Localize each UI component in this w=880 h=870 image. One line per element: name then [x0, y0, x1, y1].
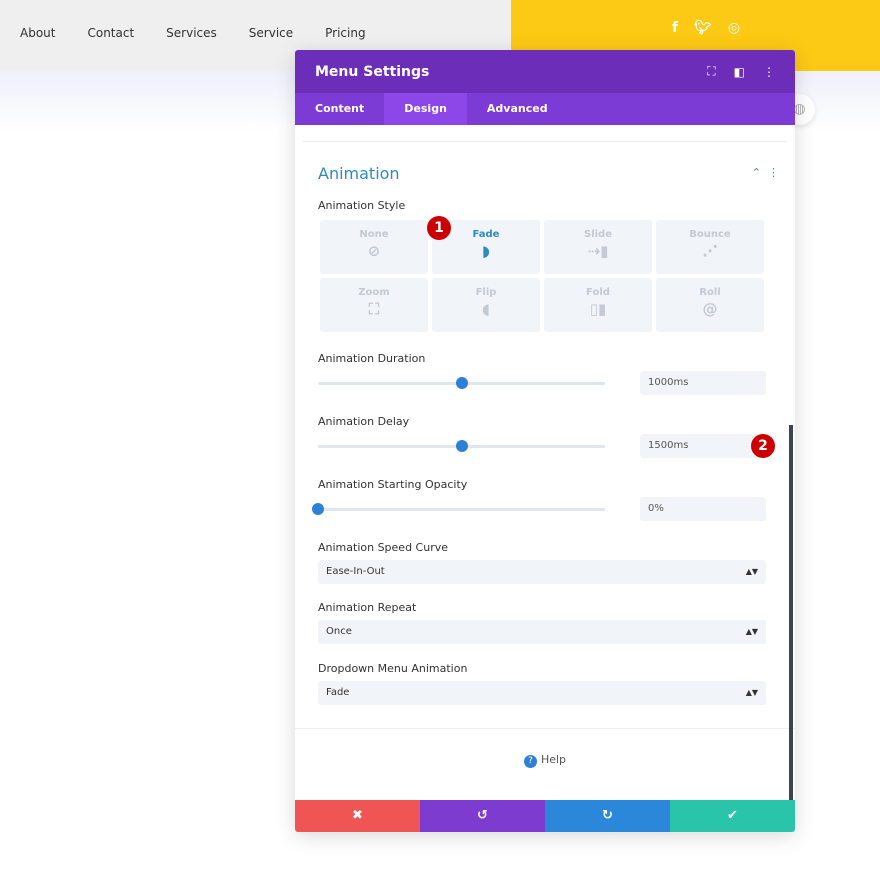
twitter-icon[interactable]: 🐦︎: [694, 20, 712, 36]
divider: [295, 728, 795, 729]
style-label: Zoom: [358, 287, 390, 298]
style-label: Bounce: [689, 229, 731, 240]
select-arrows-icon: ▲▼: [745, 567, 758, 576]
select-arrows-icon: ▲▼: [745, 688, 758, 697]
style-slide[interactable]: Slide ⇢▮: [544, 220, 652, 274]
nav-item-service[interactable]: Service: [248, 26, 294, 40]
nav-item-pricing[interactable]: Pricing: [325, 26, 366, 40]
duration-slider[interactable]: [318, 377, 605, 389]
save-button[interactable]: ✔: [670, 800, 795, 832]
roll-icon: @: [702, 300, 718, 318]
main-nav: About Contact Services Service Pricing: [20, 26, 398, 40]
style-label: None: [359, 229, 389, 240]
style-fade[interactable]: Fade ◗: [432, 220, 540, 274]
section-more-icon[interactable]: ⋮: [768, 166, 779, 179]
dropdown-animation-label: Dropdown Menu Animation: [318, 662, 468, 675]
annotation-badge-2: 2: [751, 434, 775, 458]
fold-icon: ▯▮: [589, 300, 607, 318]
curve-select[interactable]: Ease-In-Out ▲▼: [318, 560, 766, 584]
redo-button[interactable]: ↻: [545, 800, 670, 832]
more-options-icon[interactable]: ⋮: [763, 64, 775, 79]
slider-handle[interactable]: [312, 503, 324, 515]
no-icon: ⊘: [367, 242, 381, 260]
style-label: Fold: [586, 287, 610, 298]
style-fold[interactable]: Fold ▯▮: [544, 278, 652, 332]
curve-label: Animation Speed Curve: [318, 541, 449, 554]
tab-advanced[interactable]: Advanced: [486, 102, 548, 115]
opacity-input[interactable]: 0%: [640, 497, 766, 521]
panel-header: Menu Settings ⛶ ◧ ⋮: [295, 50, 795, 93]
duration-input[interactable]: 1000ms: [640, 371, 766, 395]
site-header: About Contact Services Service Pricing: [0, 0, 511, 71]
section-title[interactable]: Animation: [318, 164, 400, 183]
delay-slider[interactable]: [318, 440, 605, 452]
style-roll[interactable]: Roll @: [656, 278, 764, 332]
panel-title: Menu Settings: [315, 63, 430, 80]
dropdown-animation-select[interactable]: Fade ▲▼: [318, 681, 766, 705]
help-icon: ?: [523, 755, 537, 768]
select-value: Ease-In-Out: [326, 566, 385, 577]
divider: [303, 141, 787, 142]
select-arrows-icon: ▲▼: [745, 627, 758, 636]
section-controls: ⌃ ⋮: [752, 166, 779, 179]
slider-handle[interactable]: [455, 377, 468, 389]
panel-footer: ✖ ↺ ↻ ✔: [295, 800, 795, 832]
help-label: Help: [540, 753, 567, 766]
delay-label: Animation Delay: [318, 415, 410, 428]
bounce-icon: ⋰: [702, 242, 718, 260]
social-icons: f 🐦︎ ◎: [672, 20, 740, 36]
annotation-badge-1: 1: [427, 216, 451, 240]
nav-item-contact[interactable]: Contact: [87, 26, 135, 40]
style-label: Slide: [584, 229, 612, 240]
chevron-up-icon[interactable]: ⌃: [751, 166, 761, 179]
animation-style-grid: None ⊘ Fade ◗ Slide ⇢▮ Bounce ⋰ Zoom ⛶ Flip ◖ …: [320, 220, 764, 332]
help-link[interactable]: ? Help: [295, 753, 795, 768]
zoom-icon: ⛶: [368, 300, 380, 318]
scrollbar[interactable]: [789, 425, 793, 800]
split-view-icon[interactable]: ◧: [733, 64, 745, 79]
style-zoom[interactable]: Zoom ⛶: [320, 278, 428, 332]
facebook-icon[interactable]: f: [672, 20, 679, 36]
animation-style-label: Animation Style: [318, 199, 406, 212]
duration-label: Animation Duration: [318, 352, 426, 365]
style-label: Roll: [699, 287, 721, 298]
cancel-button[interactable]: ✖: [295, 800, 420, 832]
nav-item-services[interactable]: Services: [166, 26, 217, 40]
tab-content[interactable]: Content: [315, 102, 365, 115]
tab-design[interactable]: Design: [384, 93, 467, 125]
repeat-label: Animation Repeat: [318, 601, 417, 614]
instagram-icon[interactable]: ◎: [727, 20, 741, 36]
select-value: Fade: [326, 687, 350, 698]
opacity-slider[interactable]: [312, 503, 605, 515]
slider-handle[interactable]: [455, 440, 468, 452]
nav-item-about[interactable]: About: [20, 26, 56, 40]
repeat-select[interactable]: Once ▲▼: [318, 620, 766, 644]
flip-icon: ◖: [482, 300, 490, 318]
fade-icon: ◗: [482, 242, 490, 260]
style-label: Flip: [475, 287, 497, 298]
select-value: Once: [326, 626, 352, 637]
menu-settings-panel: Menu Settings ⛶ ◧ ⋮ Content Design Advan…: [295, 50, 795, 832]
opacity-label: Animation Starting Opacity: [318, 478, 468, 491]
style-label: Fade: [472, 229, 500, 240]
undo-button[interactable]: ↺: [420, 800, 545, 832]
fullscreen-icon[interactable]: ⛶: [707, 64, 716, 78]
delay-input[interactable]: 1500ms: [640, 434, 766, 458]
slide-icon: ⇢▮: [587, 242, 609, 260]
panel-tabs: Content Design Advanced: [295, 93, 795, 125]
style-flip[interactable]: Flip ◖: [432, 278, 540, 332]
style-none[interactable]: None ⊘: [320, 220, 428, 274]
style-bounce[interactable]: Bounce ⋰: [656, 220, 764, 274]
